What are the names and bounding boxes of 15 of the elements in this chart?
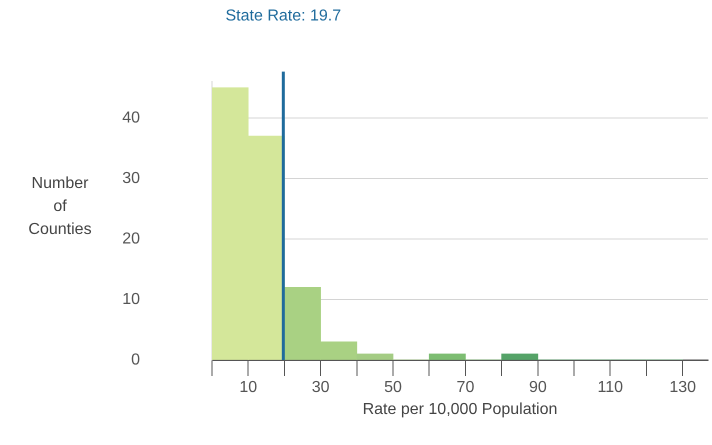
x-tick-label: 70 (456, 379, 474, 396)
x-axis-title: Rate per 10,000 Population (362, 400, 558, 418)
x-tick-label: 130 (669, 379, 696, 396)
y-tick-label: 0 (131, 351, 140, 368)
y-tick-label: 40 (122, 109, 140, 126)
x-tick-label: 30 (312, 379, 330, 396)
x-tick-label: 90 (528, 379, 547, 396)
x-tick-label: 50 (384, 379, 402, 396)
y-tick-label: 20 (122, 230, 140, 248)
y-tick-label: 10 (122, 290, 140, 308)
y-tick-label: 30 (122, 170, 140, 187)
y-axis-title: Number of Counties (27, 174, 93, 240)
x-tick-label: 110 (597, 379, 624, 396)
ref-line-label: State Rate: 19.7 (226, 7, 342, 24)
x-tick-label: 10 (239, 379, 258, 396)
